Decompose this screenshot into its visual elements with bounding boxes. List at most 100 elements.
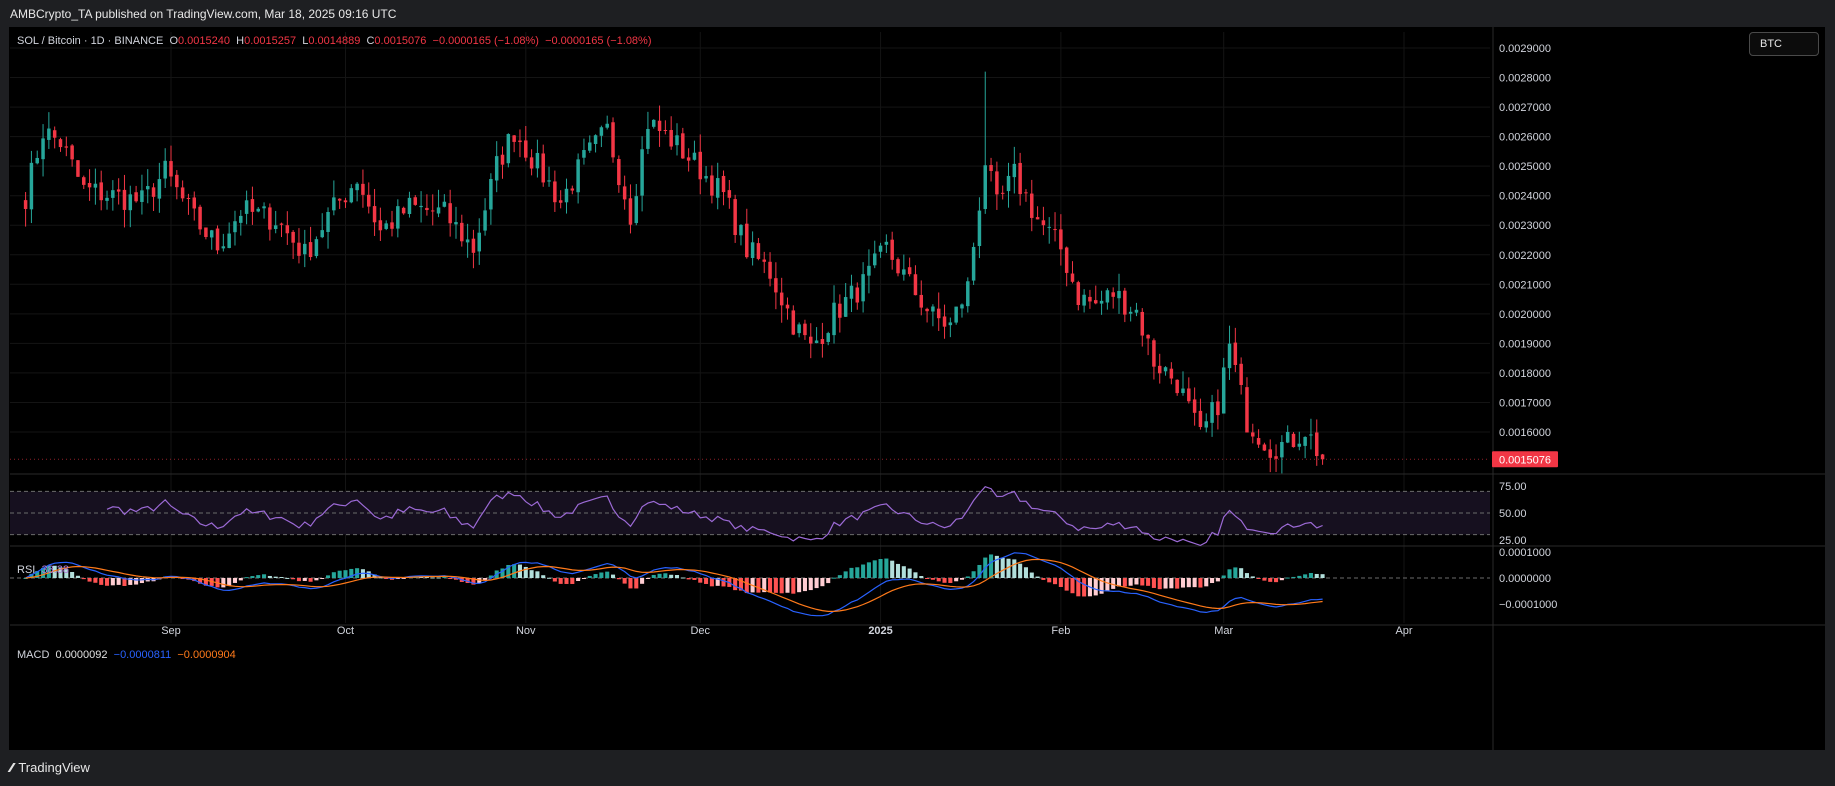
- price-tick-label: 0.0028000: [1499, 73, 1551, 85]
- footer-brand[interactable]: TradingView: [18, 760, 90, 775]
- candle-down: [1064, 247, 1069, 273]
- macd-histogram-bar: [570, 578, 575, 584]
- candle-down: [1041, 220, 1046, 226]
- candle-down: [617, 159, 621, 186]
- macd-histogram-bar: [1053, 578, 1058, 585]
- candle-up: [582, 150, 586, 158]
- legend-symbol[interactable]: SOL / Bitcoin · 1D · BINANCE: [17, 35, 164, 47]
- candle-up: [739, 224, 743, 236]
- price-tick-label: 0.0029000: [1499, 43, 1551, 55]
- candle-down: [471, 238, 476, 253]
- macd-histogram-bar: [773, 578, 778, 593]
- macd-histogram-bar: [645, 578, 650, 579]
- macd-histogram-bar: [1268, 578, 1273, 582]
- macd-histogram-bar: [959, 578, 965, 580]
- macd-histogram-bar: [1303, 574, 1308, 578]
- legend-close-label: C: [366, 35, 375, 47]
- currency-button[interactable]: BTC: [1749, 32, 1819, 56]
- candle-up: [163, 160, 167, 179]
- macd-histogram-bar: [267, 575, 272, 578]
- candle-down: [768, 261, 772, 279]
- candle-down: [1111, 292, 1115, 297]
- macd-histogram-bar: [831, 577, 837, 579]
- macd-histogram-bar: [779, 578, 784, 594]
- macd-histogram-bar: [541, 575, 546, 578]
- candle-up: [47, 128, 51, 140]
- macd-histogram-bar: [448, 578, 453, 579]
- candle-up: [971, 246, 976, 281]
- candle-down: [553, 181, 557, 203]
- macd-histogram-bar: [384, 578, 389, 579]
- rsi-tick-label: 50.00: [1499, 508, 1527, 520]
- candle-up: [29, 162, 34, 210]
- candle-up: [320, 230, 324, 238]
- macd-histogram-bar: [110, 578, 115, 586]
- candle-up: [1227, 343, 1232, 369]
- candle-up: [1117, 290, 1121, 299]
- macd-histogram-bar: [262, 574, 267, 578]
- candle-down: [913, 274, 918, 296]
- macd-histogram-bar: [325, 575, 331, 578]
- price-tick-label: 0.0020000: [1499, 309, 1551, 321]
- macd-histogram-bar: [890, 560, 895, 578]
- publisher-line: AMBCrypto_TA published on TradingView.co…: [10, 7, 397, 21]
- macd-histogram-bar: [1023, 567, 1028, 578]
- candle-down: [401, 207, 406, 214]
- candle-down: [529, 157, 534, 169]
- macd-histogram-bar: [895, 563, 901, 578]
- macd-histogram-bar: [1169, 578, 1174, 589]
- macd-histogram-bar: [1279, 578, 1284, 581]
- macd-histogram-bar: [837, 575, 842, 578]
- macd-signal-value: −0.0000904: [177, 649, 236, 661]
- candle-down: [204, 227, 208, 237]
- macd-histogram-bar: [1291, 576, 1296, 578]
- candle-down: [378, 220, 383, 231]
- candle-down: [686, 157, 691, 161]
- macd-histogram-bar: [198, 578, 203, 584]
- candle-down: [500, 154, 505, 165]
- price-tick-label: 0.0017000: [1499, 397, 1551, 409]
- macd-histogram-bar: [122, 578, 127, 586]
- candle-down: [23, 200, 28, 209]
- macd-histogram-bar: [954, 578, 959, 582]
- candle-down: [1175, 379, 1179, 394]
- macd-histogram-bar: [576, 578, 581, 582]
- candle-down: [681, 133, 685, 159]
- candle-up: [960, 304, 964, 309]
- macd-histogram-bar: [704, 578, 709, 584]
- time-tick-label: Feb: [1051, 625, 1070, 637]
- time-tick-label: Mar: [1214, 625, 1233, 637]
- candle-up: [547, 180, 551, 182]
- candle-up: [832, 302, 836, 336]
- candle-down: [518, 140, 522, 143]
- candle-down: [890, 239, 894, 260]
- macd-histogram-bar: [1116, 578, 1122, 587]
- price-tick-label: 0.0023000: [1499, 220, 1551, 232]
- candle-up: [454, 222, 458, 225]
- candle-up: [948, 322, 953, 326]
- macd-histogram-bar: [1105, 578, 1110, 591]
- candle-up: [303, 243, 307, 255]
- candle-down: [169, 161, 173, 177]
- macd-histogram-bar: [1006, 558, 1011, 578]
- candle-up: [966, 281, 970, 307]
- candle-up: [1309, 434, 1313, 436]
- macd-histogram-bar: [430, 577, 435, 579]
- macd-histogram-bar: [256, 575, 261, 578]
- rsi-line: [106, 486, 1323, 547]
- candle-down: [116, 189, 121, 192]
- candle-up: [227, 233, 231, 248]
- candle-down: [1256, 438, 1261, 445]
- candle-down: [279, 223, 284, 225]
- macd-histogram-bar: [41, 567, 46, 578]
- candle-up: [843, 297, 848, 317]
- macd-histogram-bar: [70, 571, 75, 578]
- macd-histogram-bar: [680, 577, 685, 579]
- macd-histogram-bar: [296, 578, 301, 582]
- candle-down: [925, 308, 929, 312]
- macd-histogram-bar: [791, 578, 796, 594]
- legend-open-label: O: [169, 35, 178, 47]
- candle-down: [413, 197, 418, 205]
- legend-low: 0.0014889: [308, 35, 361, 47]
